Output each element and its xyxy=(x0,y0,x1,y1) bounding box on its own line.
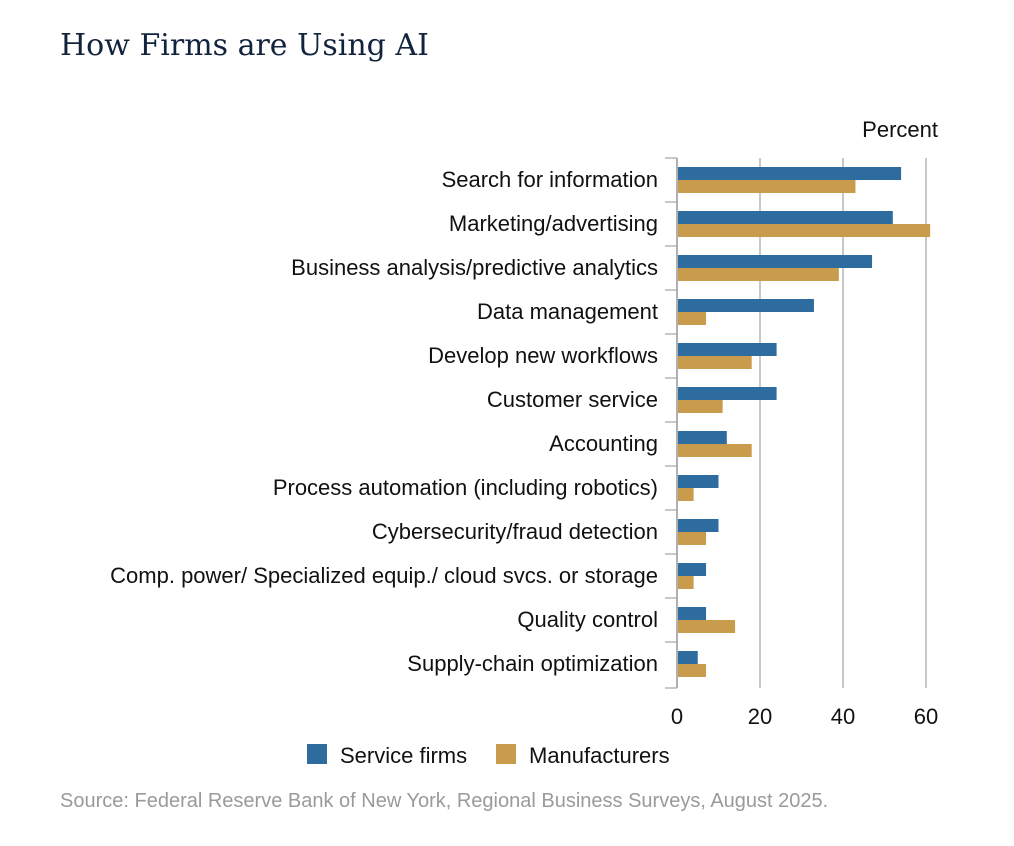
bar-service xyxy=(677,255,873,268)
bar-service xyxy=(677,387,777,400)
bar-manufacturers xyxy=(677,312,707,325)
x-tick-label: 40 xyxy=(831,704,855,729)
category-label: Quality control xyxy=(517,607,658,632)
bar-manufacturers xyxy=(677,532,707,545)
bar-service xyxy=(677,431,727,444)
category-label: Cybersecurity/fraud detection xyxy=(372,519,658,544)
category-label: Marketing/advertising xyxy=(449,211,658,236)
x-tick-label: 0 xyxy=(671,704,683,729)
category-label: Develop new workflows xyxy=(428,343,658,368)
unit-label: Percent xyxy=(862,117,938,142)
bar-service xyxy=(677,651,698,664)
category-label: Search for information xyxy=(442,167,658,192)
chart-title: How Firms are Using AI xyxy=(60,28,429,63)
bar-service xyxy=(677,299,814,312)
category-label: Supply-chain optimization xyxy=(407,651,658,676)
bar-manufacturers xyxy=(677,488,694,501)
bar-service xyxy=(677,167,902,180)
category-label: Data management xyxy=(477,299,658,324)
bar-manufacturers xyxy=(677,444,752,457)
bar-manufacturers xyxy=(677,268,839,281)
legend-label: Manufacturers xyxy=(529,743,670,768)
bar-manufacturers xyxy=(677,180,856,193)
x-tick-label: 20 xyxy=(748,704,772,729)
x-tick-label: 60 xyxy=(914,704,938,729)
bar-manufacturers xyxy=(677,664,707,677)
bar-manufacturers xyxy=(677,620,736,633)
source-note: Source: Federal Reserve Bank of New York… xyxy=(60,790,829,812)
category-label: Accounting xyxy=(549,431,658,456)
bar-service xyxy=(677,343,777,356)
legend-label: Service firms xyxy=(340,743,467,768)
bar-service xyxy=(677,519,719,532)
bar-service xyxy=(677,475,719,488)
bar-service xyxy=(677,607,707,620)
legend-swatch xyxy=(496,744,516,764)
bar-manufacturers xyxy=(677,224,931,237)
bar-manufacturers xyxy=(677,400,723,413)
bar-service xyxy=(677,211,893,224)
bar-manufacturers xyxy=(677,576,694,589)
category-label: Comp. power/ Specialized equip./ cloud s… xyxy=(110,563,658,588)
bar-manufacturers xyxy=(677,356,752,369)
category-label: Customer service xyxy=(487,387,658,412)
bar-service xyxy=(677,563,707,576)
legend-swatch xyxy=(307,744,327,764)
category-label: Process automation (including robotics) xyxy=(273,475,658,500)
category-label: Business analysis/predictive analytics xyxy=(291,255,658,280)
